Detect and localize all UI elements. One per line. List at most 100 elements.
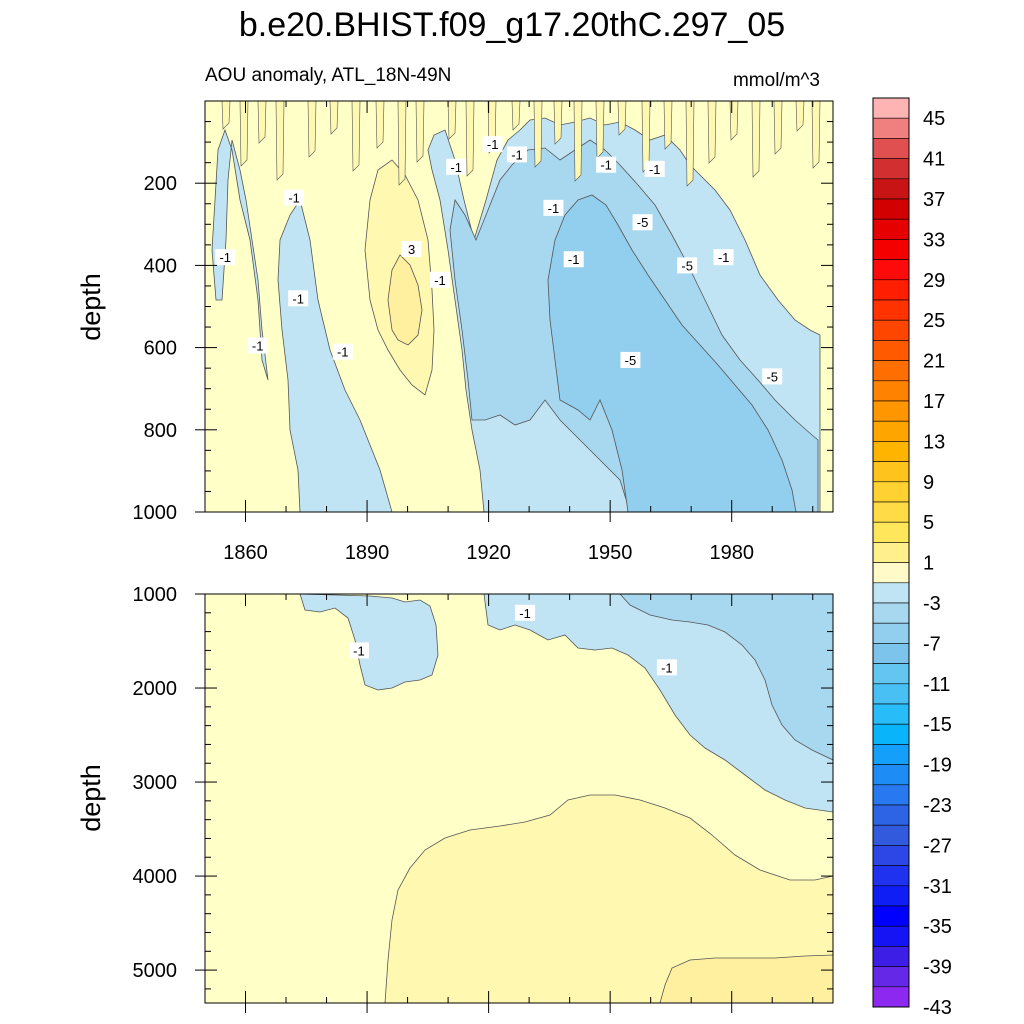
lower-x-axis <box>204 594 814 1013</box>
contour-label-text: -5 <box>766 369 778 384</box>
upper-panel: -1 -1 -1 -1 -1 3 -1 -1 -1 -1 -1 -1 -1 -5 -1 -5 -5 -1 -5 18… <box>76 100 834 564</box>
contour-label-text: -1 <box>718 250 730 265</box>
colorbar-label: -35 <box>923 916 952 938</box>
colorbar-swatch <box>872 380 910 402</box>
colorbar-swatch <box>872 158 910 180</box>
colorbar-swatch <box>872 622 910 644</box>
contour-label: -5 <box>677 257 698 274</box>
colorbar-swatch <box>872 582 910 604</box>
colorbar-label: -39 <box>923 957 952 979</box>
contour-label: -5 <box>620 351 641 368</box>
colorbar-swatch <box>872 299 910 321</box>
fill-region-neg-1 <box>299 594 439 691</box>
surface-streak <box>275 101 285 181</box>
surface-streak <box>685 101 695 187</box>
contour-label: -1 <box>596 156 617 173</box>
contour-label-bg <box>332 343 353 360</box>
x-tick-label: 1920 <box>466 542 511 564</box>
colorbar-swatch <box>872 521 910 543</box>
contour-label: -1 <box>656 659 677 676</box>
y-tick-label: 3000 <box>133 772 178 794</box>
surface-streak <box>511 101 521 131</box>
contour-label: -5 <box>762 368 783 385</box>
contour-label-bg <box>713 249 734 266</box>
colorbar-swatch <box>872 138 910 159</box>
contour-label-text: -5 <box>637 215 649 230</box>
colorbar: 45 41 37 33 29 25 21 17 13 9 5 1 -3 -7 -11 -15 -19 -23 -27… <box>872 97 952 1019</box>
colorbar-label: 37 <box>923 189 945 211</box>
surface-streak <box>707 101 717 164</box>
colorbar-swatch <box>872 562 910 584</box>
surface-streak <box>415 101 425 163</box>
colorbar-swatch <box>872 723 910 745</box>
colorbar-swatch <box>872 885 910 907</box>
contour-label: -1 <box>446 158 467 175</box>
colorbar-label: 45 <box>923 108 945 130</box>
colorbar-label: 5 <box>923 512 934 534</box>
surface-streak <box>811 101 821 169</box>
surface-streak <box>573 101 583 182</box>
contour-label-bg <box>429 271 450 288</box>
contour-label: -1 <box>713 249 734 266</box>
colorbar-swatch <box>872 360 910 382</box>
lower-contour-labels: -1 -1 -1 <box>348 604 677 676</box>
colorbar-swatch <box>872 117 910 139</box>
contour-label-bg <box>620 351 641 368</box>
x-tick-label: 1950 <box>588 542 633 564</box>
contour-label: -5 <box>632 214 653 231</box>
colorbar-label: -31 <box>923 876 952 898</box>
colorbar-swatch <box>872 542 910 563</box>
surface-streak <box>221 101 231 130</box>
contour-label: -1 <box>563 251 584 268</box>
contour-label-bg <box>401 240 422 257</box>
colorbar-swatch <box>872 986 910 1008</box>
colorbar-label: 29 <box>923 270 945 292</box>
contour-label-text: -1 <box>600 158 612 173</box>
colorbar-swatch <box>872 218 910 240</box>
chart-title: b.e20.BHIST.f09_g17.20thC.297_05 <box>239 6 785 44</box>
contour-label-text: -1 <box>292 291 304 306</box>
colorbar-label: -3 <box>923 593 941 615</box>
y-tick-label: 2000 <box>133 678 178 700</box>
contour-label-bg <box>677 257 698 274</box>
colorbar-swatch <box>872 259 910 281</box>
contour-label-bg <box>284 189 305 206</box>
contour-label-text: -1 <box>450 160 462 175</box>
colorbar-label: -19 <box>923 755 952 777</box>
colorbar-swatch <box>872 239 910 260</box>
x-tick-label: 1980 <box>709 542 754 564</box>
colorbar-label: 9 <box>923 472 934 494</box>
colorbar-frame <box>872 97 910 1008</box>
fill-region-pos-5 <box>659 954 833 1003</box>
y-tick-label: 1000 <box>133 584 178 606</box>
contour-label: -1 <box>332 343 353 360</box>
y-tick-label: 1000 <box>133 502 178 524</box>
colorbar-swatch <box>872 501 910 523</box>
contour-label-text: -1 <box>288 191 300 206</box>
y-tick-label: 600 <box>144 338 177 360</box>
y-tick-label: 4000 <box>133 866 178 888</box>
contour-label-text: -1 <box>511 147 523 162</box>
colorbar-label: -23 <box>923 795 952 817</box>
colorbar-label: 25 <box>923 310 945 332</box>
chart-subtitle-left: AOU anomaly, ATL_18N-49N <box>205 65 451 86</box>
fill-region-pos-5 <box>387 254 423 346</box>
surface-streak <box>533 101 543 168</box>
contour-label-text: -1 <box>548 201 560 216</box>
contour-label-bg <box>215 249 236 266</box>
contour-label-bg <box>348 642 369 659</box>
contour-label: -1 <box>543 199 564 216</box>
colorbar-swatch <box>872 340 910 361</box>
contour-label-text: -1 <box>519 606 531 621</box>
surface-streak <box>773 101 783 155</box>
colorbar-swatch <box>872 946 910 967</box>
colorbar-swatch <box>872 643 910 664</box>
contour-label-bg <box>482 136 503 153</box>
contour-label: -1 <box>644 160 665 177</box>
contour-label-bg <box>563 251 584 268</box>
upper-x-axis: 1860 1890 1920 1950 1980 <box>204 101 814 564</box>
surface-streak <box>239 101 249 167</box>
contour-label-text: -1 <box>661 660 673 675</box>
contour-label-bg <box>543 199 564 216</box>
